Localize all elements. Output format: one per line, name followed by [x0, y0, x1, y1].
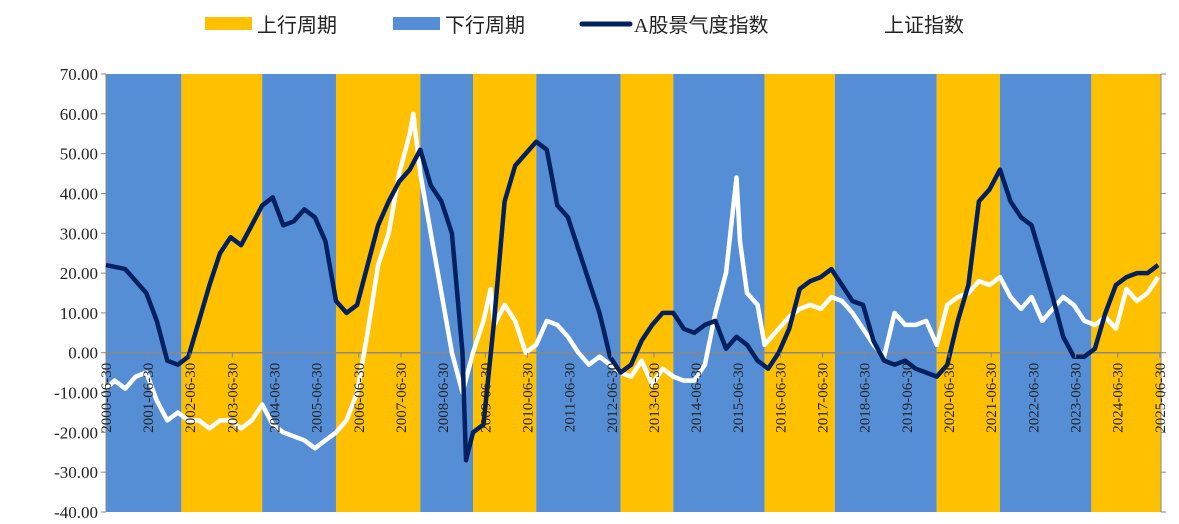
legend-label-upcycle: 上行周期: [257, 14, 337, 37]
y-tick-label: 10.00: [60, 304, 98, 323]
cycle-band: [1000, 74, 1092, 512]
cycle-band: [473, 74, 537, 512]
series-lines: [104, 111, 1160, 463]
legend-label-shanghai-index: 上证指数: [884, 14, 964, 37]
x-tick-label: 2021-06-30: [984, 363, 1000, 433]
x-tick-label: 2017-06-30: [816, 363, 832, 433]
axes: 70.00 60.00 50.00 40.00 30.00 20.00 10.00 0.00 -…: [54, 65, 1166, 522]
x-tick-label: 2000-06-30: [99, 363, 115, 433]
legend-label-downcycle: 下行周期: [445, 14, 525, 37]
x-tick-label: 2011-06-30: [563, 363, 579, 432]
cycle-band: [181, 74, 263, 512]
x-tick-label: 2015-06-30: [731, 363, 747, 433]
cycle-bands: [106, 74, 1161, 512]
legend-swatch-upcycle: [205, 17, 252, 30]
legend-label-prosperity-index: A股景气度指数: [634, 14, 768, 37]
x-tick-label: 2020-06-30: [942, 363, 958, 433]
x-tick-label: 2025-06-30: [1153, 363, 1169, 433]
x-tick-label: 2016-06-30: [773, 363, 789, 433]
series-line-shanghai-index: [104, 111, 1160, 451]
x-tick-label: 2008-06-30: [436, 363, 452, 433]
x-tick-label: 2010-06-30: [520, 363, 536, 433]
y-tick-label: 30.00: [60, 224, 98, 243]
y-tick-label: -30.00: [54, 463, 98, 482]
cycle-band: [262, 74, 336, 512]
x-tick-label: 2004-06-30: [267, 363, 283, 433]
y-tick-label: 40.00: [60, 184, 98, 203]
y-tick-label: 70.00: [60, 65, 98, 84]
y-tick-label: 50.00: [60, 145, 98, 164]
y-tick-label: 60.00: [60, 105, 98, 124]
cycle-band: [834, 74, 937, 512]
legend-swatch-downcycle: [393, 17, 440, 30]
x-tick-label: 2013-06-30: [647, 363, 663, 433]
y-tick-label: 20.00: [60, 264, 98, 283]
x-tick-label: 2006-06-30: [352, 363, 368, 433]
y-tick-label: -40.00: [54, 503, 98, 519]
x-tick-label: 2009-06-30: [478, 363, 494, 433]
legend: 上行周期 下行周期 A股景气度指数 上证指数: [205, 14, 964, 37]
y-tick-label: -10.00: [54, 384, 98, 403]
x-tick-label: 2005-06-30: [310, 363, 326, 433]
x-tick-label: 2012-06-30: [605, 363, 621, 433]
series-line-prosperity-index: [105, 139, 1160, 463]
x-tick-label: 2001-06-30: [141, 363, 157, 433]
x-tick-label: 2019-06-30: [900, 363, 916, 433]
x-tick-label: 2007-06-30: [394, 363, 410, 433]
cycle-band: [536, 74, 621, 512]
y-tick-label: -20.00: [54, 423, 98, 442]
x-tick-label: 2023-06-30: [1069, 363, 1085, 433]
y-tick-label: 0.00: [68, 344, 98, 363]
x-tick-label: 2024-06-30: [1111, 363, 1127, 433]
x-tick-label: 2003-06-30: [225, 363, 241, 433]
cycle-band: [620, 74, 674, 512]
x-tick-label: 2022-06-30: [1026, 363, 1042, 433]
x-tick-labels: 2000-06-30 2001-06-30 2002-06-30 2003-06-30…: [99, 352, 1169, 433]
x-tick-label: 2014-06-30: [689, 363, 705, 433]
x-tick-label: 2002-06-30: [183, 363, 199, 433]
x-tick-label: 2018-06-30: [858, 363, 874, 433]
